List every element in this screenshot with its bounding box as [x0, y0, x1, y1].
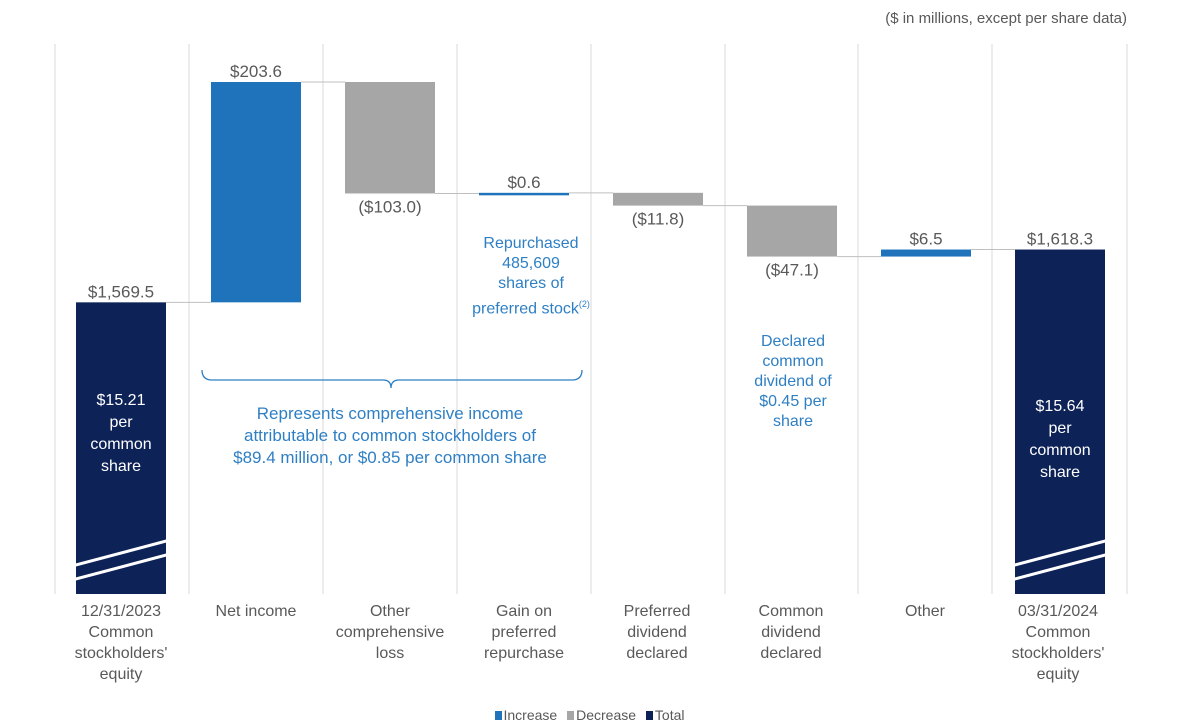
bars — [76, 82, 1105, 595]
bar-5 — [747, 205, 837, 257]
value-label-3: $0.6 — [507, 173, 540, 192]
end-per-share-text: $15.64 per common share — [1029, 398, 1091, 481]
category-label-common-dividend: Common dividend declared — [758, 603, 824, 662]
legend-increase-swatch — [494, 711, 502, 720]
bar-3 — [479, 192, 569, 196]
legend-decrease-swatch — [567, 711, 575, 720]
break-mark-0 — [76, 539, 166, 581]
legend-decrease: Decrease — [567, 707, 636, 723]
footnote-marker: (2) — [578, 299, 590, 309]
category-label-preferred-dividend: Preferred dividend declared — [623, 603, 691, 662]
start-per-share-text: $15.21 per common share — [90, 392, 152, 475]
category-gridlines — [54, 44, 1128, 594]
legend-total: Total — [645, 707, 684, 723]
dividend-annotation: Declared common dividend of $0.45 per sh… — [754, 333, 832, 430]
legend-increase: Increase — [494, 707, 557, 723]
category-label-start: 12/31/2023 Common stockholders' equity — [74, 603, 168, 683]
value-label-6: $6.5 — [909, 230, 942, 249]
value-label-2: ($103.0) — [358, 197, 421, 216]
category-label-end: 03/31/2024 Common stockholders' equity — [1011, 603, 1105, 683]
category-label-net-income: Net income — [215, 603, 297, 620]
value-label-5: ($47.1) — [765, 261, 819, 280]
bar-2 — [345, 82, 435, 194]
value-label-7: $1,618.3 — [1027, 230, 1093, 249]
value-label-1: $203.6 — [230, 62, 282, 81]
legend: Increase Decrease Total — [0, 707, 1179, 723]
bar-connectors — [166, 81, 1015, 303]
bar-1 — [211, 82, 301, 303]
category-label-gain-on-repurchase: Gain on preferred repurchase — [483, 603, 565, 662]
break-mark-1 — [1015, 539, 1105, 581]
bar-6 — [881, 249, 971, 257]
comprehensive-income-annotation: Represents comprehensive income attribut… — [233, 404, 547, 467]
repurchase-annotation: Repurchased 485,609 shares of preferred … — [472, 235, 590, 318]
category-label-other-comprehensive-loss: Other comprehensive loss — [335, 603, 445, 662]
comprehensive-income-brace — [201, 369, 583, 389]
category-label-other: Other — [904, 603, 945, 620]
units-note: ($ in millions, except per share data) — [885, 10, 1127, 27]
value-labels: $1,569.5 $203.6 ($103.0) $0.6 ($11.8) ($47.1)… — [88, 62, 1093, 301]
value-label-0: $1,569.5 — [88, 282, 154, 301]
bar-7 — [1015, 249, 1105, 595]
legend-total-swatch — [645, 711, 653, 720]
axis-break-marks — [76, 539, 1105, 581]
bar-4 — [613, 192, 703, 206]
value-label-4: ($11.8) — [632, 210, 685, 229]
